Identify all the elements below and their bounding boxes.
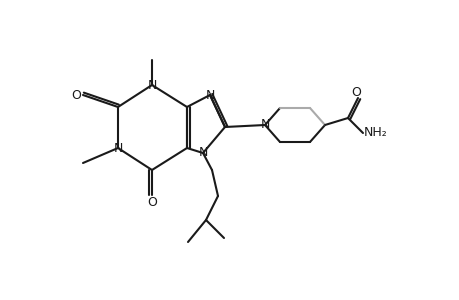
Text: N: N <box>113 142 123 154</box>
Text: N: N <box>260 118 269 131</box>
Text: N: N <box>147 79 157 92</box>
Text: O: O <box>350 85 360 98</box>
Text: N: N <box>205 88 214 101</box>
Text: NH₂: NH₂ <box>364 127 387 140</box>
Text: O: O <box>71 88 81 101</box>
Text: N: N <box>198 146 207 160</box>
Text: O: O <box>147 196 157 208</box>
